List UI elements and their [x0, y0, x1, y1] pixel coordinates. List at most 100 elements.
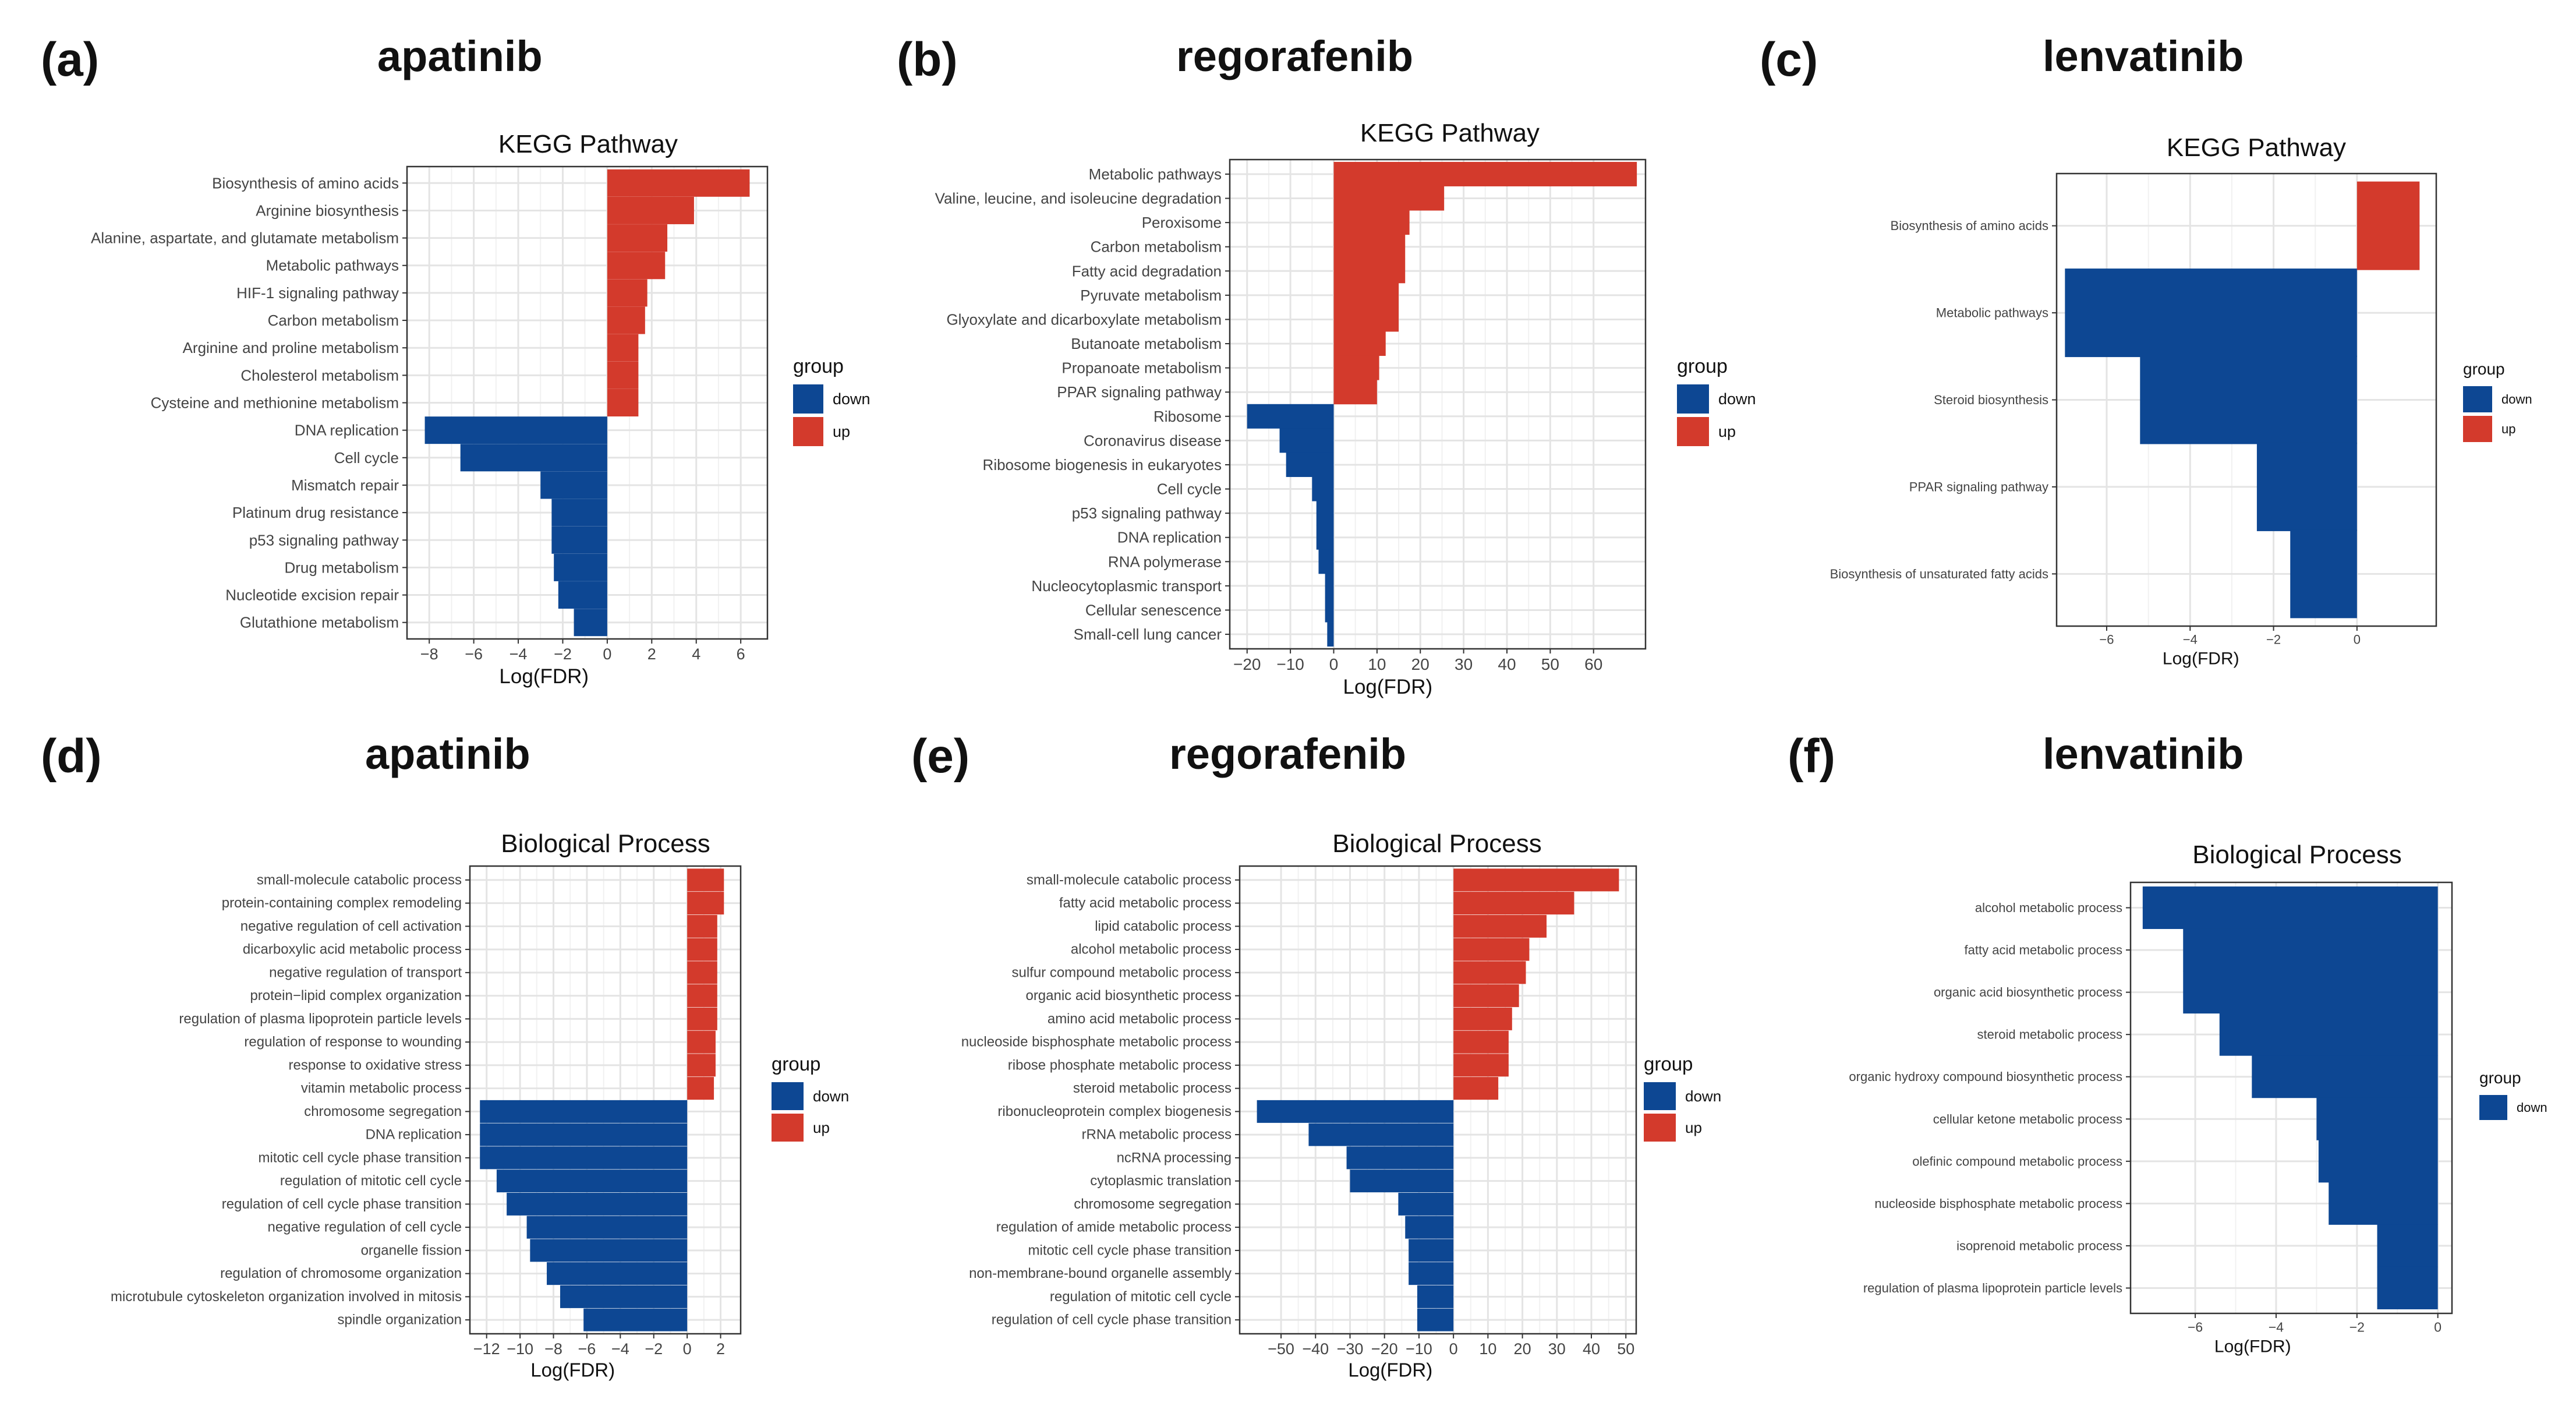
bar-down: [1327, 622, 1334, 647]
category-label: Cell cycle: [1157, 481, 1222, 498]
panel-label: (a): [41, 33, 99, 86]
category-label: steroid metabolic process: [1073, 1080, 1232, 1096]
bar-down: [2183, 971, 2438, 1014]
legend-label-down: down: [833, 390, 871, 408]
bar-down: [480, 1146, 688, 1170]
category-label: cytoplasmic translation: [1090, 1173, 1232, 1189]
category-label: Metabolic pathways: [1089, 165, 1222, 183]
bar-down: [583, 1308, 688, 1331]
bar-up: [1333, 186, 1445, 211]
bar-down: [560, 1285, 688, 1308]
category-label: small-molecule catabolic process: [257, 872, 462, 888]
bar-down: [1279, 428, 1334, 453]
drug-title: apatinib: [377, 32, 543, 80]
x-tick-label: −10: [1276, 655, 1304, 673]
category-label: negative regulation of cell cycle: [267, 1220, 462, 1235]
bar-up: [1333, 307, 1399, 332]
x-tick-label: 0: [603, 645, 611, 663]
bar-up: [1453, 1054, 1509, 1077]
chart-title: KEGG Pathway: [498, 130, 678, 158]
x-tick-label: −50: [1268, 1340, 1294, 1358]
panel-d: (d) apatinib Biological Process small-mo…: [41, 730, 849, 1381]
bar-down: [1346, 1146, 1454, 1170]
bar-down: [507, 1192, 688, 1216]
category-label: regulation of cell cycle phase transitio…: [222, 1196, 462, 1212]
bar-down: [1405, 1216, 1454, 1239]
category-label: response to oxidative stress: [289, 1057, 462, 1073]
chart-title: Biological Process: [1332, 829, 1542, 858]
x-tick-label: 4: [692, 645, 700, 663]
bar-down: [1318, 549, 1334, 574]
x-tick-label: −2: [554, 645, 572, 663]
bar-up: [1453, 1030, 1509, 1054]
x-tick-label: 20: [1514, 1340, 1531, 1358]
legend-swatch-down: [793, 384, 823, 414]
x-tick-label: −6: [578, 1340, 596, 1358]
category-label: protein−lipid complex organization: [250, 988, 462, 1004]
bar-down: [460, 444, 607, 472]
category-label: Nucleocytoplasmic transport: [1031, 577, 1222, 595]
category-label: sulfur compound metabolic process: [1011, 965, 1232, 980]
chart-plot: small-molecule catabolic process protein-…: [111, 865, 849, 1381]
bar-down: [574, 609, 607, 637]
bar-up: [1453, 938, 1530, 961]
x-tick-label: −4: [2269, 1320, 2284, 1335]
x-axis-label: Log(FDR): [1343, 676, 1432, 698]
category-label: Biosynthesis of amino acids: [212, 174, 399, 192]
category-label: Propanoate metabolism: [1061, 359, 1222, 377]
category-label: ribonucleoprotein complex biogenesis: [997, 1104, 1232, 1119]
category-label: regulation of amide metabolic process: [996, 1220, 1232, 1235]
legend-label-down: down: [1718, 390, 1756, 408]
category-label: spindle organization: [338, 1312, 462, 1328]
legend-label-up: up: [2501, 422, 2515, 436]
category-label: Biosynthesis of unsaturated fatty acids: [1830, 567, 2048, 581]
x-tick-label: −2: [2349, 1320, 2365, 1335]
bar-up: [1333, 380, 1377, 405]
category-label: Platinum drug resistance: [232, 504, 399, 521]
category-label: organelle fission: [361, 1242, 462, 1258]
bar-down: [1308, 1123, 1454, 1146]
x-tick-label: 20: [1411, 655, 1429, 673]
bar-down: [496, 1170, 688, 1193]
bar-down: [1350, 1170, 1454, 1193]
category-label: Steroid biosynthesis: [1934, 393, 2048, 407]
category-label: alcohol metabolic process: [1975, 900, 2122, 915]
legend-title: group: [2463, 360, 2505, 378]
bar-up: [1333, 331, 1386, 356]
chart-plot: Metabolic pathways Valine, leucine, and i…: [935, 158, 1756, 698]
category-label: mitotic cell cycle phase transition: [1028, 1242, 1232, 1258]
bar-down: [1257, 1100, 1454, 1123]
category-label: fatty acid metabolic process: [1965, 943, 2122, 958]
category-label: mitotic cell cycle phase transition: [259, 1150, 462, 1165]
category-label: steroid metabolic process: [1977, 1027, 2122, 1042]
category-label: Carbon metabolism: [1091, 238, 1222, 256]
legend-swatch-down: [1644, 1082, 1676, 1110]
category-label: Valine, leucine, and isoleucine degradat…: [935, 190, 1222, 207]
bar-up: [607, 169, 750, 197]
x-tick-label: −20: [1371, 1340, 1398, 1358]
bar-down: [1247, 404, 1334, 429]
x-axis-label: Log(FDR): [2163, 649, 2239, 669]
bar-down: [2377, 1266, 2438, 1309]
x-tick-label: 2: [716, 1340, 725, 1358]
panel-label: (d): [41, 730, 102, 783]
x-tick-label: −8: [420, 645, 438, 663]
category-label: Small-cell lung cancer: [1074, 626, 1222, 643]
bar-down: [2377, 1224, 2438, 1267]
category-label: dicarboxylic acid metabolic process: [243, 942, 462, 958]
category-label: non-membrane-bound organelle assembly: [969, 1266, 1232, 1281]
x-tick-label: 2: [647, 645, 656, 663]
bar-down: [1312, 476, 1334, 501]
category-label: chromosome segregation: [1074, 1196, 1232, 1212]
category-label: alcohol metabolic process: [1071, 942, 1232, 958]
category-label: regulation of chromosome organization: [220, 1266, 462, 1281]
x-tick-label: 6: [737, 645, 745, 663]
x-tick-label: −6: [2188, 1320, 2203, 1335]
legend-label-down: down: [2501, 392, 2532, 407]
category-label: vitamin metabolic process: [301, 1080, 462, 1096]
bar-down: [2252, 1055, 2438, 1098]
x-axis-label: Log(FDR): [2214, 1337, 2291, 1356]
legend-label-up: up: [1718, 423, 1736, 440]
category-label: Glutathione metabolism: [240, 614, 399, 631]
category-label: regulation of plasma lipoprotein particl…: [1863, 1281, 2122, 1295]
